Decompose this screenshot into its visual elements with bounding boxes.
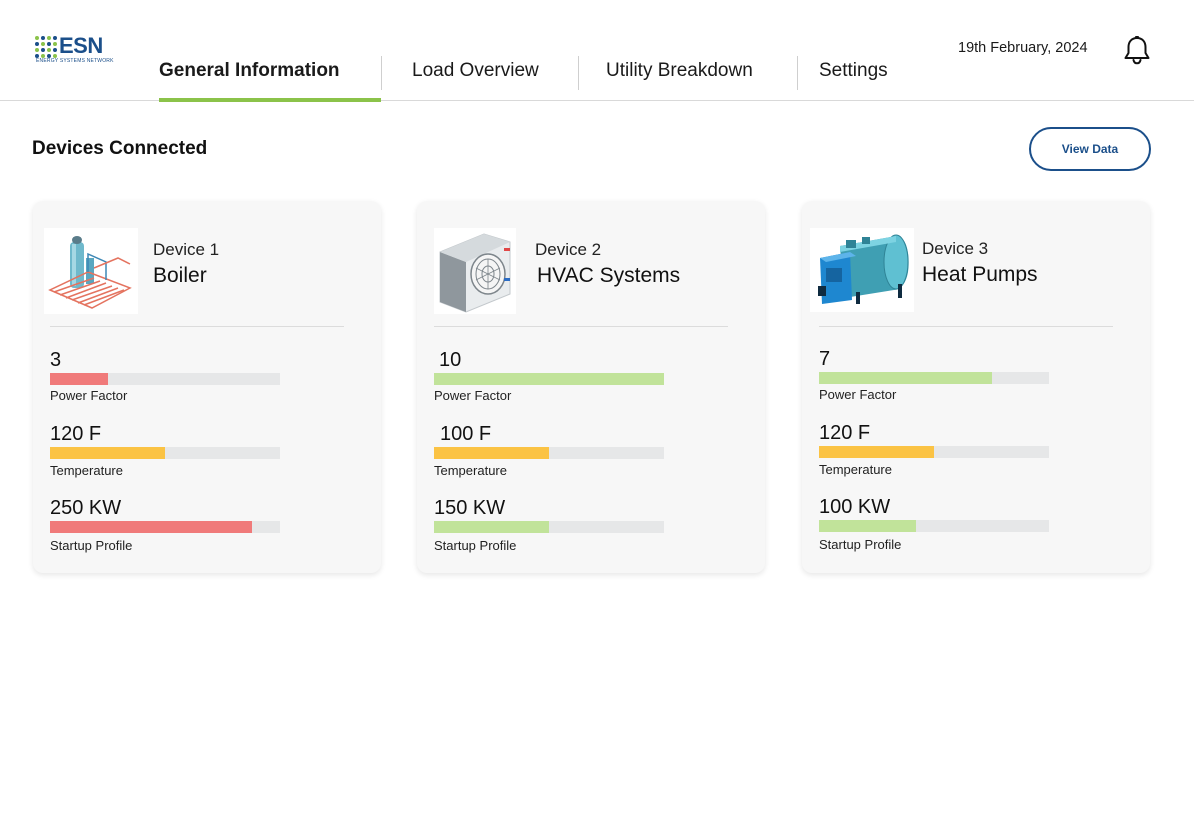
startup-profile-value: 250 KW bbox=[50, 497, 122, 519]
view-data-button[interactable]: View Data bbox=[1029, 127, 1151, 171]
temperature-bar bbox=[50, 447, 280, 459]
tab-divider bbox=[578, 56, 579, 90]
device-name: HVAC Systems bbox=[537, 264, 681, 287]
device-name: Boiler bbox=[153, 264, 207, 287]
bar-fill bbox=[50, 521, 253, 533]
temperature-value: 120 F bbox=[50, 423, 102, 445]
power-factor-value: 3 bbox=[50, 349, 62, 371]
section-title: Devices Connected bbox=[32, 138, 208, 159]
device-number: Device 3 bbox=[922, 239, 989, 258]
heat-pump-icon bbox=[810, 228, 914, 312]
esn-logo[interactable]: ESN ENERGY SYSTEMS NETWORK bbox=[34, 33, 113, 68]
bar-fill bbox=[819, 446, 934, 458]
card-divider bbox=[50, 326, 344, 327]
startup-profile-label: Startup Profile bbox=[819, 537, 902, 552]
tab-divider bbox=[381, 56, 382, 90]
startup-profile-label: Startup Profile bbox=[50, 538, 133, 553]
bell-icon[interactable] bbox=[1121, 34, 1153, 66]
device-number: Device 2 bbox=[535, 240, 602, 259]
bar-fill bbox=[819, 520, 916, 532]
startup-profile-label: Startup Profile bbox=[434, 538, 517, 553]
temperature-label: Temperature bbox=[50, 463, 123, 478]
power-factor-bar bbox=[50, 373, 280, 385]
power-factor-bar bbox=[819, 372, 1049, 384]
startup-profile-bar bbox=[434, 521, 664, 533]
temperature-label: Temperature bbox=[434, 463, 507, 478]
boiler-icon bbox=[44, 228, 138, 314]
power-factor-label: Power Factor bbox=[50, 388, 128, 403]
current-date: 19th February, 2024 bbox=[958, 40, 1088, 56]
device-number: Device 1 bbox=[153, 240, 220, 259]
bar-fill bbox=[50, 373, 108, 385]
temperature-value: 100 F bbox=[440, 423, 492, 445]
temperature-label: Temperature bbox=[819, 462, 892, 477]
tab-settings[interactable]: Settings bbox=[819, 60, 888, 81]
startup-profile-value: 100 KW bbox=[819, 496, 891, 518]
logo-dots-icon bbox=[34, 34, 58, 60]
power-factor-value: 10 bbox=[439, 349, 462, 371]
card-divider bbox=[819, 326, 1113, 327]
startup-profile-bar bbox=[819, 520, 1049, 532]
main-tabs: General Information Load Overview Utilit… bbox=[159, 56, 908, 102]
card-divider bbox=[434, 326, 728, 327]
top-header: ESN ENERGY SYSTEMS NETWORK General Infor… bbox=[0, 0, 1194, 102]
startup-profile-value: 150 KW bbox=[434, 497, 506, 519]
logo-text: ESN bbox=[59, 33, 103, 58]
tab-general-information[interactable]: General Information bbox=[159, 56, 381, 102]
device-card-1[interactable]: Device 1 Boiler 3 Power Factor 120 F Tem… bbox=[33, 201, 381, 573]
bar-fill bbox=[819, 372, 992, 384]
power-factor-label: Power Factor bbox=[434, 388, 512, 403]
bar-fill bbox=[50, 447, 165, 459]
bar-fill bbox=[434, 521, 549, 533]
bar-fill bbox=[434, 373, 664, 385]
tab-divider bbox=[797, 56, 798, 90]
tab-load-overview[interactable]: Load Overview bbox=[412, 60, 539, 81]
power-factor-label: Power Factor bbox=[819, 387, 897, 402]
tab-utility-breakdown[interactable]: Utility Breakdown bbox=[606, 60, 753, 81]
device-name: Heat Pumps bbox=[922, 263, 1038, 286]
temperature-bar bbox=[434, 447, 664, 459]
device-card-3[interactable]: Device 3 Heat Pumps 7 Power Factor 120 F… bbox=[802, 201, 1150, 573]
power-factor-value: 7 bbox=[819, 348, 831, 370]
temperature-bar bbox=[819, 446, 1049, 458]
device-card-2[interactable]: Device 2 HVAC Systems 10 Power Factor 10… bbox=[417, 201, 765, 573]
temperature-value: 120 F bbox=[819, 422, 871, 444]
hvac-unit-icon bbox=[434, 228, 516, 314]
bar-fill bbox=[434, 447, 549, 459]
logo-subtext: ENERGY SYSTEMS NETWORK bbox=[36, 58, 114, 64]
power-factor-bar bbox=[434, 373, 664, 385]
startup-profile-bar bbox=[50, 521, 280, 533]
